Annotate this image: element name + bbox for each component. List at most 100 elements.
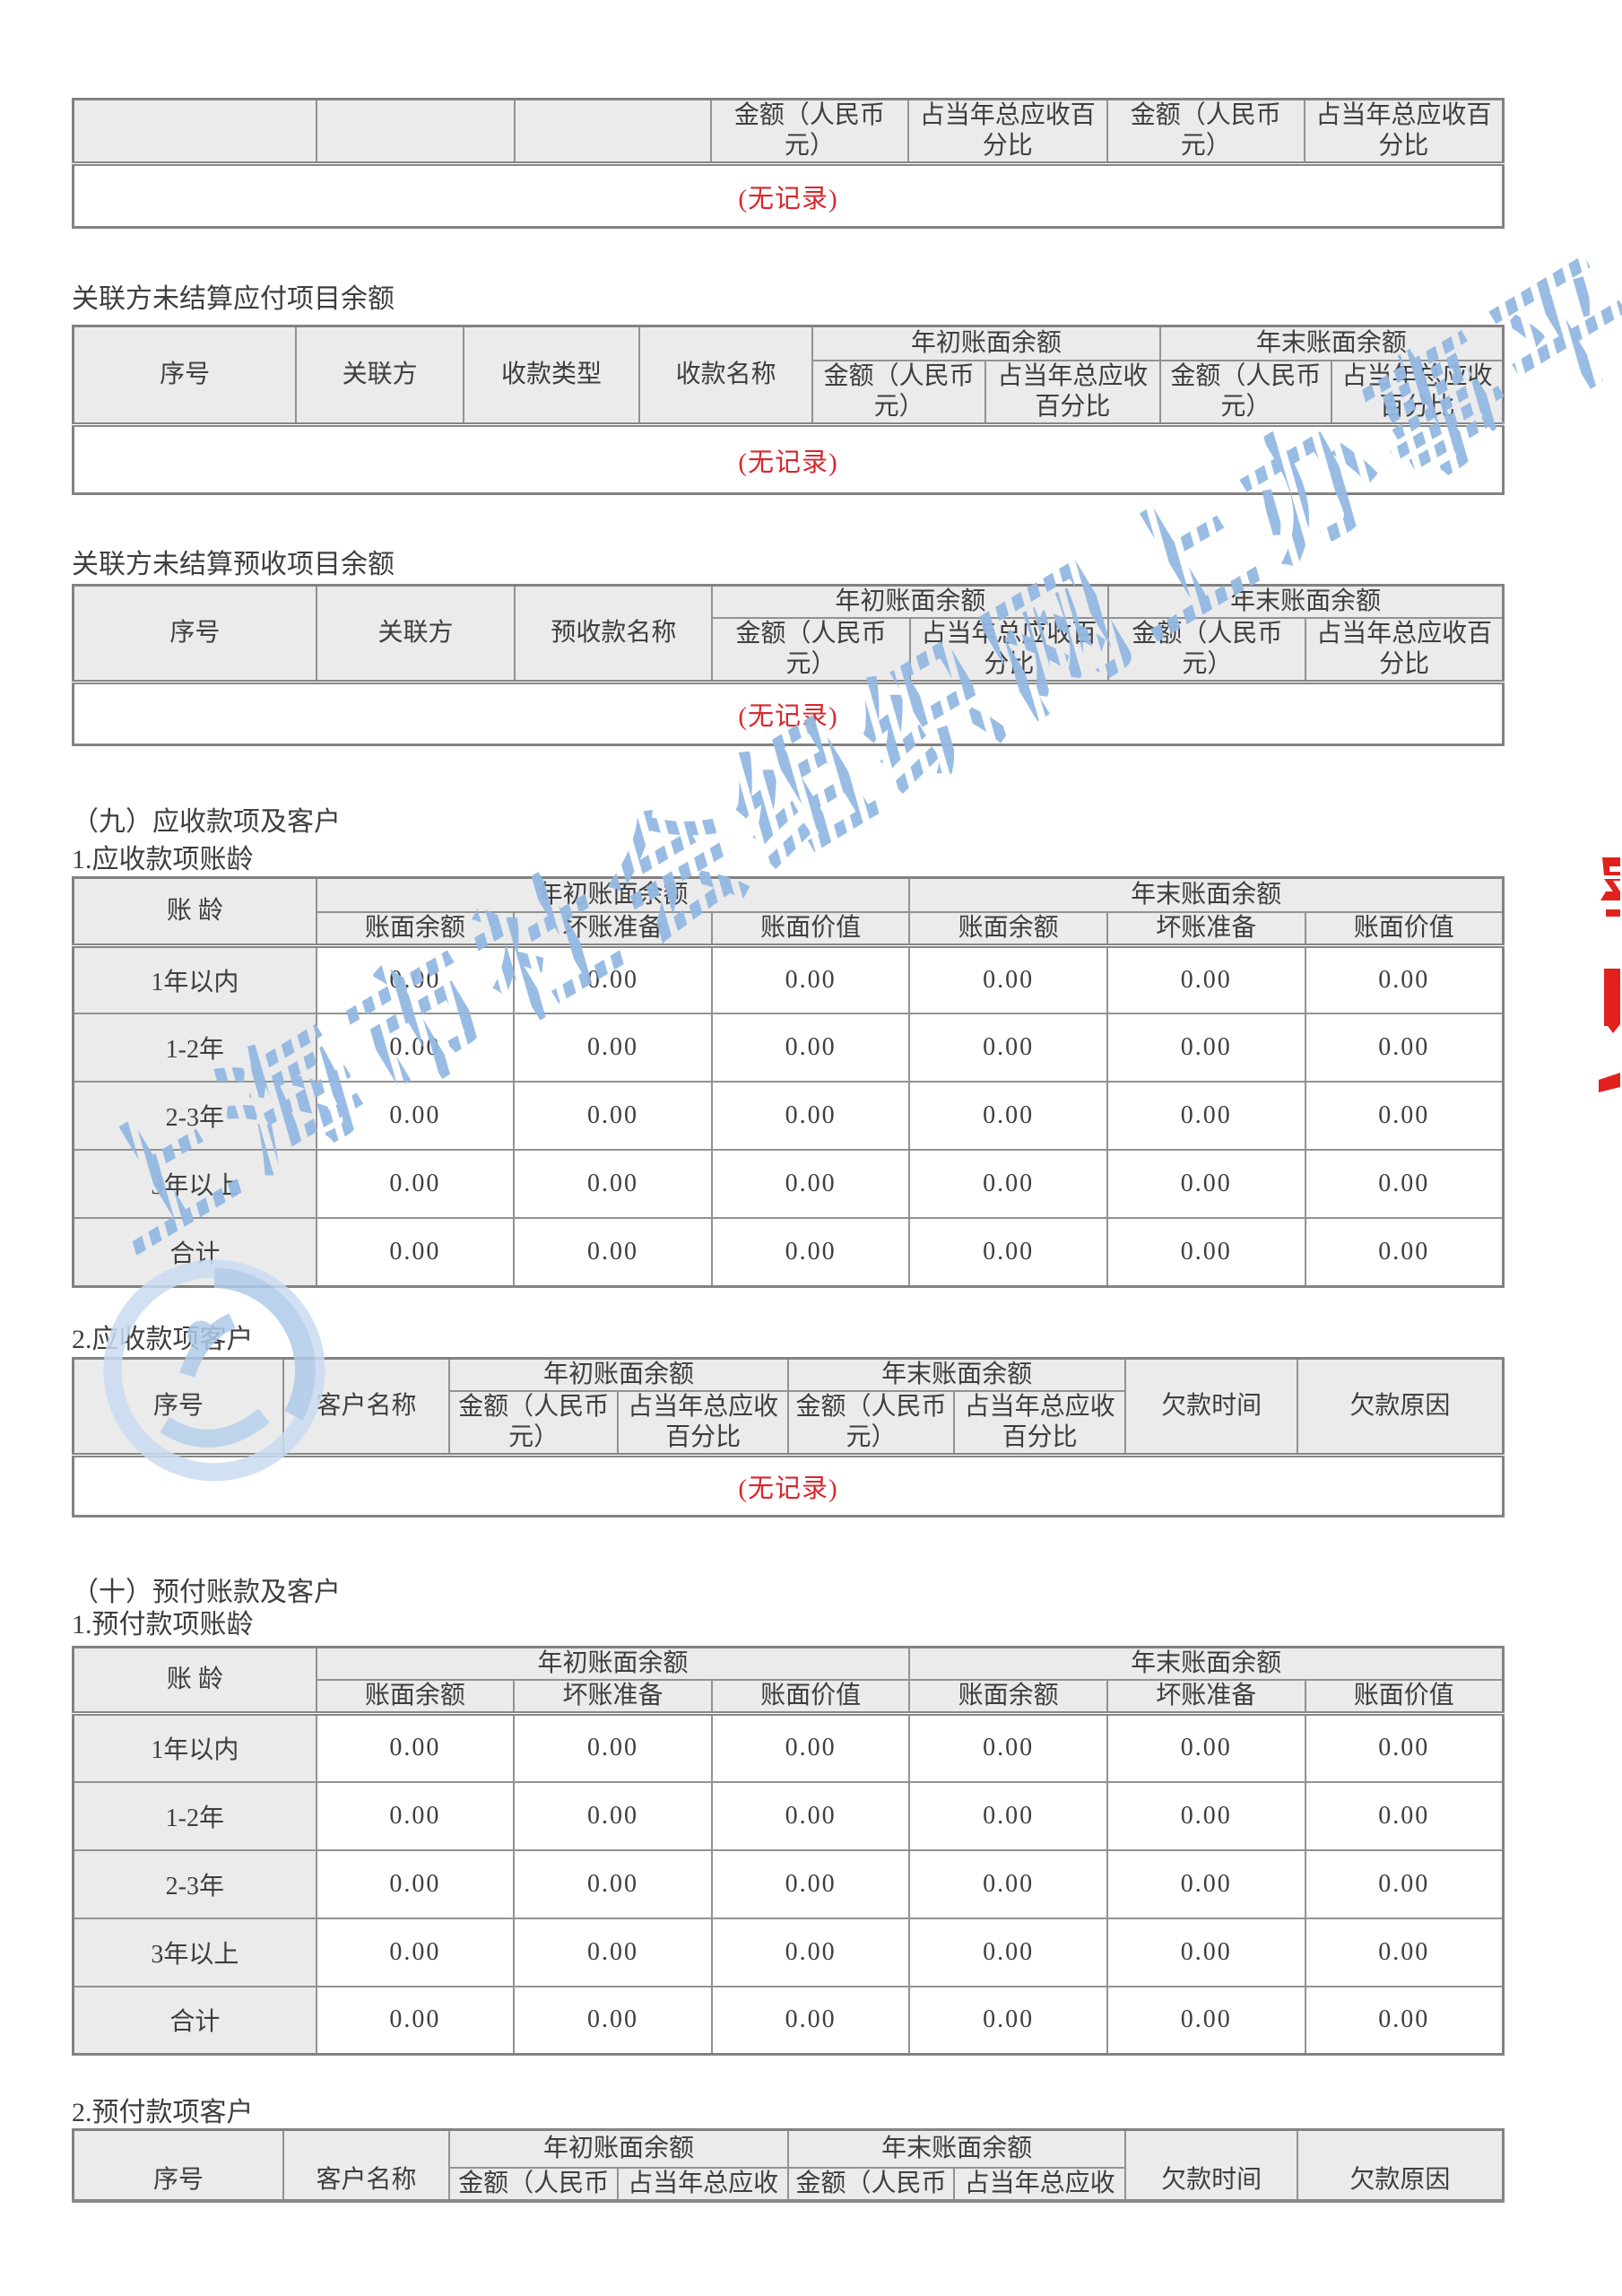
aging-value-cell: 0.00 [315, 1149, 516, 1219]
aging-value-cell: 0.00 [315, 1217, 516, 1287]
prepaid-customers-table: 序号 客户名称 年初账面余额 年末账面余额 欠款时间 欠款原因 金额（人民币元）… [72, 2128, 1505, 2199]
aging-value-cell: 0.00 [513, 1848, 713, 1919]
column-header-amount: 金额（人民币元） [786, 1390, 955, 1457]
aging-value-cell: 0.00 [1106, 1149, 1306, 1219]
ar-customers-table-block: 序号 客户名称 年初账面余额 年末账面余额 欠款时间 欠款原因 金额（人民币元）… [72, 1357, 1505, 1518]
column-header-pct: 占当年总应收百分比 [1303, 98, 1505, 165]
aging-value-cell: 0.00 [710, 1780, 911, 1851]
column-header-begin-balance: 年初账面余额 [447, 1357, 789, 1392]
section-9-heading: （九）应收款项及客户 [72, 807, 341, 837]
aging-value-cell: 0.00 [1106, 944, 1306, 1014]
column-header-book-value: 账面价值 [710, 1679, 911, 1715]
aging-value-cell: 0.00 [1106, 1780, 1306, 1851]
column-header-book-value: 账面价值 [710, 910, 911, 946]
column-header-debt-time: 欠款时间 [1124, 1357, 1298, 1457]
aging-value-cell: 0.00 [1106, 1081, 1306, 1151]
aging-row-label: 1-2年 [72, 1013, 317, 1083]
column-header-bad-debt: 坏账准备 [1106, 910, 1306, 946]
ar-aging-table-body: 1年以内 0.00 0.00 0.00 0.00 0.00 0.00 1-2年 0.00 0.00… [72, 944, 1505, 1287]
aging-value-cell: 0.00 [710, 944, 911, 1014]
column-header-end-balance: 年末账面余额 [1107, 584, 1505, 619]
section-9-sub1-heading: 1.应收款项账龄 [72, 845, 254, 874]
aging-value-cell: 0.00 [1304, 1848, 1505, 1919]
column-header-receipt-type: 收款类型 [462, 325, 641, 426]
aging-value-cell: 0.00 [1304, 1985, 1505, 2056]
column-header-pct: 占当年总应收百分比 [952, 1390, 1127, 1457]
column-header-amount: 金额（人民币元） [709, 98, 909, 165]
column-header-bad-debt: 坏账准备 [513, 910, 713, 946]
aging-table-row: 2-3年 0.00 0.00 0.00 0.00 0.00 0.00 [72, 1081, 1505, 1151]
empty-header-cell [72, 98, 317, 165]
column-header-amount: 金额（人民币元） [447, 2166, 620, 2199]
column-header-pct: 占当年总应收百分比 [1305, 617, 1505, 683]
aging-value-cell: 0.00 [1304, 1217, 1505, 1287]
column-header-amount: 金额（人民币元） [1107, 617, 1307, 683]
aging-row-label: 2-3年 [72, 1081, 317, 1151]
column-header-pct: 占当年总应收百分比 [906, 98, 1108, 165]
column-header-debt-reason: 欠款原因 [1296, 1357, 1505, 1457]
aging-value-cell: 0.00 [513, 944, 713, 1014]
aging-table-row: 合计 0.00 0.00 0.00 0.00 0.00 0.00 [72, 1985, 1505, 2056]
prepaid-aging-table: 账 龄 年初账面余额 年末账面余额 账面余额 坏账准备 账面价值 账面余额 坏账… [72, 1646, 1505, 2056]
column-header-end-balance: 年末账面余额 [1158, 325, 1505, 361]
aging-row-label: 1年以内 [72, 944, 317, 1014]
column-header-book-balance: 账面余额 [315, 1679, 516, 1715]
column-header-end-balance: 年末账面余额 [908, 876, 1505, 913]
aging-value-cell: 0.00 [908, 1985, 1108, 2056]
column-header-customer-name: 客户名称 [282, 2128, 450, 2199]
no-record-row: (无记录) [72, 1454, 1505, 1518]
column-header-book-value: 账面价值 [1304, 1679, 1505, 1715]
related-advances-table-block: 序号 关联方 预收款名称 年初账面余额 年末账面余额 金额（人民币元） 占当年总… [72, 584, 1505, 746]
aging-value-cell: 0.00 [513, 1917, 713, 1987]
column-header-pct: 占当年总应收百分比 [1331, 359, 1505, 426]
aging-row-label: 2-3年 [72, 1848, 317, 1919]
related-advances-table: 序号 关联方 预收款名称 年初账面余额 年末账面余额 金额（人民币元） 占当年总… [72, 584, 1505, 746]
aging-value-cell: 0.00 [315, 1013, 516, 1083]
column-header-end-balance: 年末账面余额 [786, 2128, 1127, 2169]
column-header-pct: 占当年总应收百分比 [908, 617, 1110, 683]
payables-section-heading: 关联方未结算应付项目余额 [72, 284, 395, 314]
aging-value-cell: 0.00 [1106, 1013, 1306, 1083]
ar-aging-table-block: 账 龄 年初账面余额 年末账面余额 账面余额 坏账准备 账面价值 账面余额 坏账… [72, 876, 1505, 1288]
column-header-receipt-name: 收款名称 [638, 325, 814, 426]
column-header-book-balance: 账面余额 [908, 1679, 1108, 1715]
aging-value-cell: 0.00 [710, 1712, 911, 1783]
prepaid-customers-table-block: 序号 客户名称 年初账面余额 年末账面余额 欠款时间 欠款原因 金额（人民币元）… [72, 2128, 1505, 2203]
aging-value-cell: 0.00 [1106, 1917, 1306, 1987]
aging-value-cell: 0.00 [513, 1712, 713, 1783]
aging-value-cell: 0.00 [710, 1917, 911, 1987]
section-10-sub1-heading: 1.预付款项账龄 [72, 1610, 254, 1639]
aging-row-label: 1年以内 [72, 1712, 317, 1783]
aging-value-cell: 0.00 [513, 1149, 713, 1219]
aging-value-cell: 0.00 [710, 1013, 911, 1083]
aging-row-label: 3年以上 [72, 1917, 317, 1987]
red-seal-fragment [1599, 857, 1620, 1092]
aging-value-cell: 0.00 [315, 1917, 516, 1987]
aging-row-label: 合计 [72, 1985, 317, 2056]
aging-value-cell: 0.00 [315, 1780, 516, 1851]
column-header-book-balance: 账面余额 [315, 910, 516, 946]
aging-value-cell: 0.00 [513, 1985, 713, 2056]
column-header-pct: 占当年总应收百分比 [617, 2166, 789, 2199]
column-header-begin-balance: 年初账面余额 [711, 584, 1110, 619]
aging-value-cell: 0.00 [1106, 1217, 1306, 1287]
column-header-begin-balance: 年初账面余额 [447, 2128, 789, 2169]
column-header-aging: 账 龄 [72, 876, 317, 946]
column-header-related-party: 关联方 [295, 325, 464, 426]
column-header-seq: 序号 [72, 584, 317, 683]
aging-value-cell: 0.00 [908, 1081, 1108, 1151]
aging-table-row: 1年以内 0.00 0.00 0.00 0.00 0.00 0.00 [72, 1712, 1505, 1783]
aging-value-cell: 0.00 [908, 1149, 1108, 1219]
column-header-begin-balance: 年初账面余额 [315, 1646, 911, 1681]
column-header-begin-balance: 年初账面余额 [315, 876, 911, 913]
aging-value-cell: 0.00 [513, 1780, 713, 1851]
column-header-amount: 金额（人民币元） [1106, 98, 1305, 165]
aging-value-cell: 0.00 [710, 1848, 911, 1919]
aging-value-cell: 0.00 [315, 1985, 516, 2056]
column-header-pct: 占当年总应收百分比 [984, 359, 1161, 426]
column-header-pct: 占当年总应收百分比 [617, 1390, 789, 1457]
aging-table-row: 1年以内 0.00 0.00 0.00 0.00 0.00 0.00 [72, 944, 1505, 1014]
column-header-related-party: 关联方 [315, 584, 516, 683]
aging-table-row: 3年以上 0.00 0.00 0.00 0.00 0.00 0.00 [72, 1149, 1505, 1219]
column-header-begin-balance: 年初账面余额 [811, 325, 1161, 361]
